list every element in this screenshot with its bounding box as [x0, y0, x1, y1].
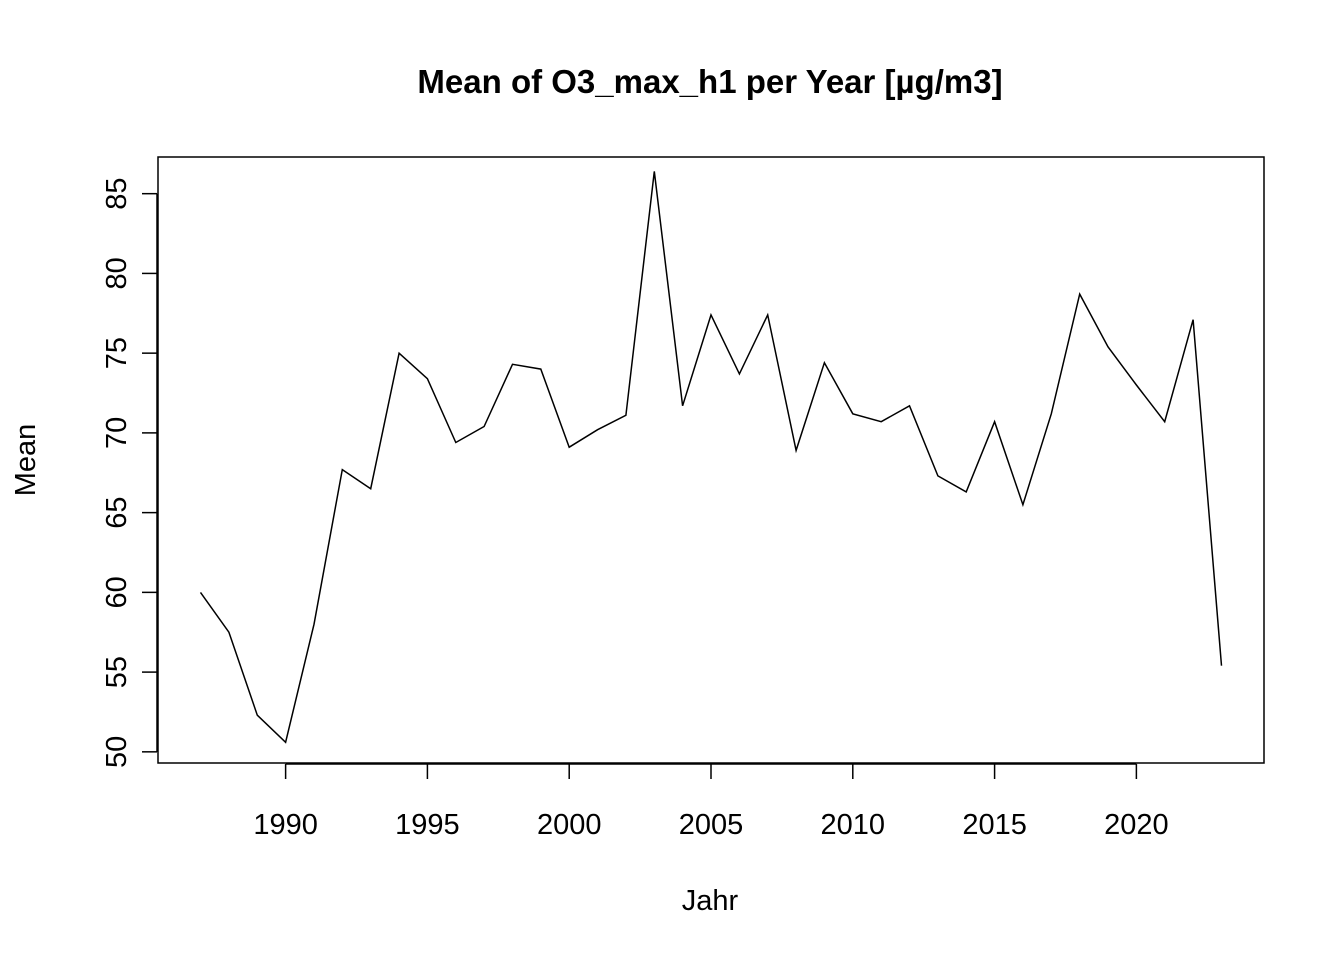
x-tick-label: 1990 — [253, 809, 318, 841]
x-tick-label: 2000 — [537, 809, 602, 841]
y-tick-label: 70 — [101, 417, 133, 449]
y-tick-label: 60 — [101, 576, 133, 608]
y-tick-label: 75 — [101, 337, 133, 369]
x-tick-label: 2005 — [679, 809, 744, 841]
plot-frame — [157, 156, 1265, 764]
y-tick-label: 80 — [101, 257, 133, 289]
x-axis: 1990 1995 2000 2005 2010 2015 2020 — [253, 763, 1169, 841]
y-axis-label: Mean — [10, 424, 42, 497]
y-tick-label: 65 — [101, 496, 133, 528]
x-tick-label: 2010 — [821, 809, 886, 841]
y-tick-label: 50 — [101, 736, 133, 768]
plot-area — [199, 171, 1223, 744]
y-tick-label: 55 — [101, 656, 133, 688]
x-axis-label: Jahr — [682, 885, 739, 917]
y-axis: 50 55 60 65 70 75 80 85 — [101, 178, 158, 768]
x-tick-label: 2015 — [962, 809, 1027, 841]
x-tick-label: 1995 — [395, 809, 460, 841]
chart-title: Mean of O3_max_h1 per Year [µg/m3] — [417, 63, 1002, 100]
y-tick-label: 85 — [101, 178, 133, 210]
x-tick-label: 2020 — [1104, 809, 1169, 841]
series-line — [199, 171, 1223, 744]
